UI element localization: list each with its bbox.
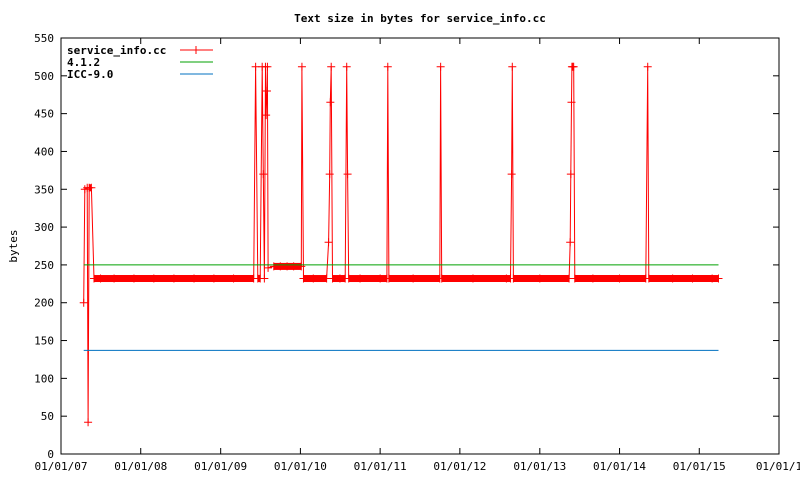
y-tick-label: 0 [47, 448, 54, 461]
data-point [259, 170, 268, 179]
data-point [342, 62, 351, 71]
x-tick-label: 01/01/1 [756, 460, 800, 473]
data-point [567, 98, 576, 107]
data-point [260, 274, 269, 283]
data-point [569, 62, 578, 71]
legend-marker [192, 46, 200, 54]
data-point [262, 86, 271, 95]
data-point [566, 238, 575, 247]
y-tick-label: 150 [34, 335, 54, 348]
data-point [643, 62, 652, 71]
y-tick-label: 250 [34, 259, 54, 272]
data-point [84, 418, 93, 427]
data-point [327, 62, 336, 71]
y-tick-label: 450 [34, 108, 54, 121]
data-point [79, 298, 88, 307]
data-point [507, 170, 516, 179]
y-tick-label: 550 [34, 32, 54, 45]
y-tick-label: 350 [34, 183, 54, 196]
x-tick-label: 01/01/09 [194, 460, 247, 473]
chart-title: Text size in bytes for service_info.cc [294, 12, 546, 25]
y-tick-label: 100 [34, 372, 54, 385]
data-point [326, 98, 335, 107]
series-line-service-info-cc [83, 66, 719, 423]
data-point [297, 62, 306, 71]
legend-label-service-info-cc: service_info.cc [67, 44, 166, 57]
data-point [508, 62, 517, 71]
y-tick-label: 300 [34, 221, 54, 234]
x-tick-label: 01/01/07 [35, 460, 88, 473]
x-tick-label: 01/01/14 [593, 460, 646, 473]
x-tick-label: 01/01/13 [513, 460, 566, 473]
data-point [566, 170, 575, 179]
series-layer [79, 62, 723, 427]
data-point [262, 111, 271, 120]
legend-label-icc-9-0: ICC-9.0 [67, 68, 113, 81]
y-axis-label: bytes [7, 229, 20, 262]
y-tick-label: 50 [41, 410, 54, 423]
y-tick-label: 500 [34, 70, 54, 83]
plot-border [60, 37, 780, 455]
data-point [263, 62, 272, 71]
series-service-info-cc [79, 62, 723, 427]
legend-label-4-1-2: 4.1.2 [67, 56, 100, 69]
data-point [436, 62, 445, 71]
plot-frame [60, 37, 780, 455]
data-point [383, 62, 392, 71]
y-tick-label: 400 [34, 145, 54, 158]
axis-ticks: 0 50 100 150 200 250 300 350 400 450 500 550 01/01/0… [34, 32, 800, 473]
x-tick-label: 01/01/15 [673, 460, 726, 473]
data-point [324, 238, 333, 247]
x-tick-label: 01/01/08 [114, 460, 167, 473]
x-tick-label: 01/01/10 [274, 460, 327, 473]
x-tick-label: 01/01/12 [433, 460, 486, 473]
y-tick-label: 200 [34, 297, 54, 310]
data-point [325, 170, 334, 179]
data-point [343, 170, 352, 179]
x-tick-label: 01/01/11 [354, 460, 407, 473]
